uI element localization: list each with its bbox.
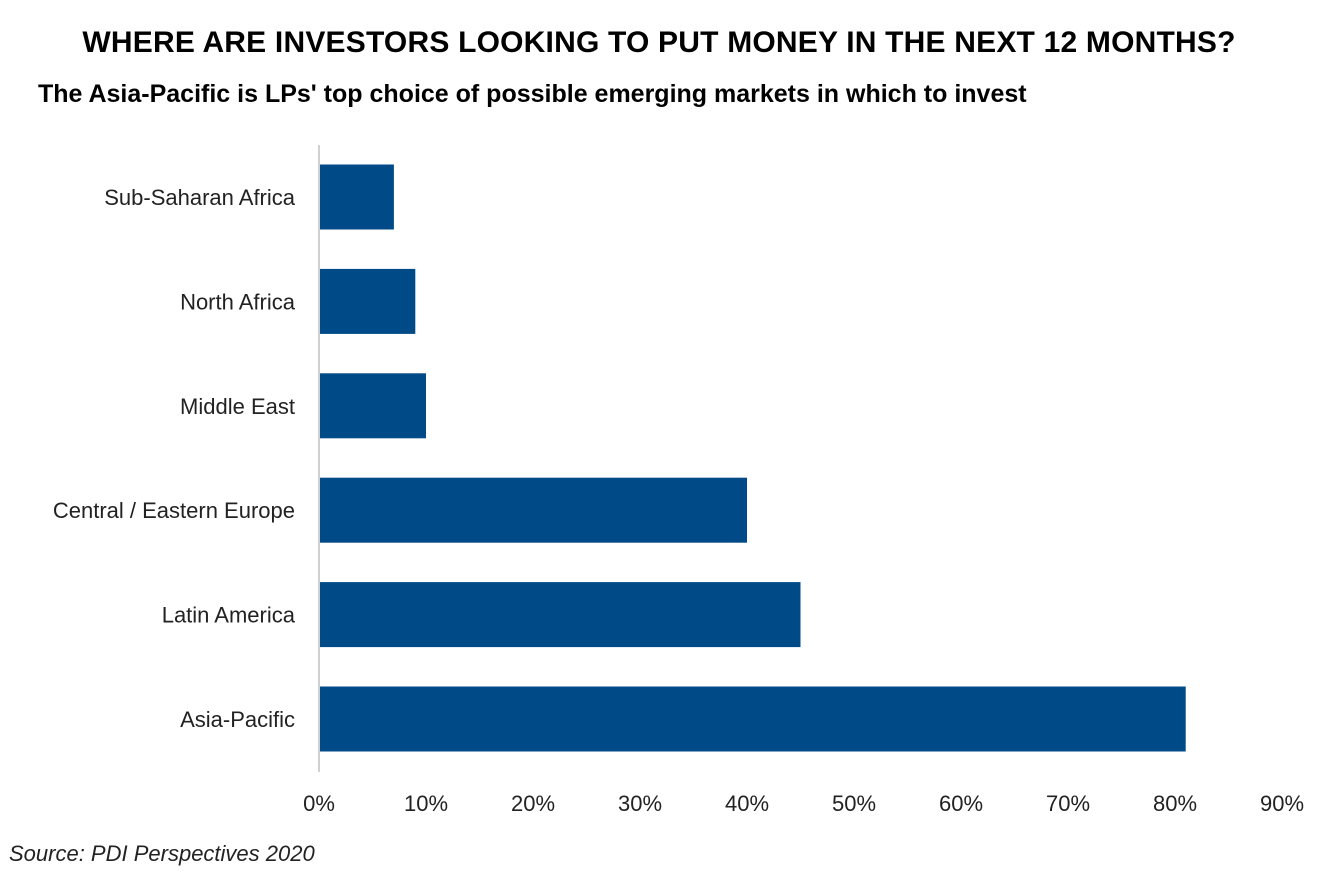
category-label-middle-east: Middle East	[180, 394, 295, 419]
bar-sub-saharan-africa	[320, 164, 394, 230]
x-tick-label-40: 40%	[725, 791, 769, 816]
category-labels: Sub-Saharan Africa North Africa Middle Eas…	[53, 185, 296, 732]
x-tick-label-0: 0%	[303, 791, 335, 816]
x-tick-label-90: 90%	[1260, 791, 1304, 816]
x-tick-label-60: 60%	[939, 791, 983, 816]
category-label-sub-saharan-africa: Sub-Saharan Africa	[104, 185, 296, 210]
chart-subtitle: The Asia-Pacific is LPs' top choice of p…	[38, 80, 1027, 108]
chart-title: WHERE ARE INVESTORS LOOKING TO PUT MONEY…	[82, 26, 1236, 59]
category-label-central-eastern-europe: Central / Eastern Europe	[53, 498, 295, 523]
category-label-latin-america: Latin America	[162, 603, 296, 628]
x-tick-label-50: 50%	[832, 791, 876, 816]
x-tick-labels: 0% 10% 20% 30% 40% 50% 60% 70% 80% 90%	[303, 791, 1304, 816]
source-note: Source: PDI Perspectives 2020	[9, 841, 315, 866]
bar-north-africa	[320, 268, 416, 334]
bar-asia-pacific	[320, 686, 1186, 752]
x-tick-label-80: 80%	[1153, 791, 1197, 816]
bar-middle-east	[320, 373, 426, 439]
bar-latin-america	[320, 582, 801, 648]
bar-central-eastern-europe	[320, 477, 747, 543]
x-tick-label-70: 70%	[1046, 791, 1090, 816]
bars-group	[320, 164, 1186, 752]
category-label-asia-pacific: Asia-Pacific	[180, 707, 295, 732]
x-tick-label-30: 30%	[618, 791, 662, 816]
x-tick-label-10: 10%	[404, 791, 448, 816]
category-label-north-africa: North Africa	[180, 289, 296, 314]
x-tick-label-20: 20%	[511, 791, 555, 816]
